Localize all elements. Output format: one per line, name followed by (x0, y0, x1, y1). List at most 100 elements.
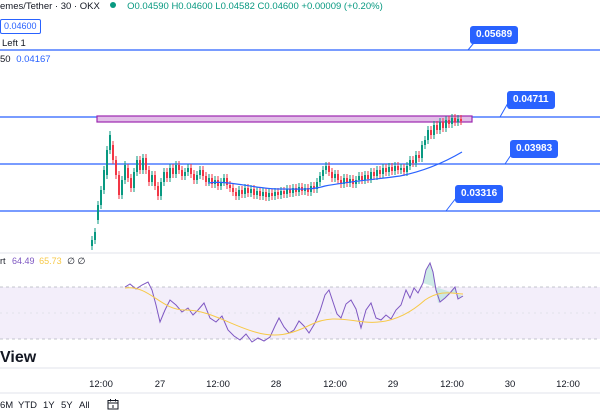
candle-body (241, 190, 243, 194)
range-5y-button[interactable]: 5Y (61, 400, 73, 411)
candle-body (100, 190, 102, 205)
ohlc-values: O0.04590 H0.04600 L0.04582 C0.04600 +0.0… (127, 1, 383, 12)
candle-body (358, 176, 360, 180)
range-6m-button[interactable]: 6M (0, 400, 14, 411)
candle-body (190, 168, 192, 174)
candle-body (313, 186, 315, 189)
resistance-zone[interactable] (96, 115, 473, 123)
x-tick: 12:00 (89, 379, 113, 390)
candle-body (226, 178, 228, 185)
candle-body (337, 174, 339, 180)
candle-body (430, 130, 432, 135)
candle-body (373, 172, 375, 176)
candle-body (268, 193, 270, 197)
candle-body (112, 145, 114, 160)
candle-body (127, 168, 129, 178)
candle-body (250, 189, 252, 193)
candle-body (220, 182, 222, 186)
candle-body (355, 180, 357, 184)
calendar-icon[interactable] (107, 397, 119, 410)
candle-body (376, 170, 378, 176)
x-tick: 12:00 (323, 379, 347, 390)
candle-body (148, 170, 150, 182)
candle-body (172, 168, 174, 174)
candle-body (163, 172, 165, 182)
candle-body (199, 170, 201, 175)
candle-body (97, 205, 99, 220)
candle-body (142, 158, 144, 170)
candle-body (436, 125, 438, 130)
candle-body (406, 166, 408, 172)
candle-body (397, 166, 399, 170)
candle-body (382, 168, 384, 174)
candle-body (208, 178, 210, 182)
candle-body (454, 118, 456, 122)
tradingview-watermark[interactable]: View (0, 349, 37, 366)
rsi-flags: ∅ ∅ (67, 256, 86, 266)
level-label-2[interactable]: 0.04711 (507, 91, 555, 109)
candle-body (181, 170, 183, 176)
candle-body (223, 178, 225, 182)
candle-body (121, 180, 123, 195)
candle-body (292, 188, 294, 193)
candle-body (379, 170, 381, 174)
candle-body (388, 167, 390, 172)
candle-body (427, 130, 429, 140)
x-tick: 12:00 (206, 379, 230, 390)
chart-legend: emes/Tether · 30 · OKX O0.04590 H0.04600… (0, 1, 383, 12)
candle-body (187, 168, 189, 172)
level-label-3[interactable]: 0.03983 (510, 140, 559, 158)
candle-body (421, 145, 423, 158)
x-tick: 27 (154, 379, 166, 390)
candle-body (415, 155, 417, 163)
level-label-1[interactable]: 0.05689 (470, 26, 519, 44)
range-ytd-button[interactable]: YTD (18, 400, 37, 411)
rsi-ma-line (124, 287, 464, 336)
level-label-4[interactable]: 0.03316 (455, 185, 504, 203)
candle-body (346, 178, 348, 183)
candle-body (322, 170, 324, 176)
candle-body (115, 160, 117, 175)
candle-body (211, 178, 213, 184)
candle-body (145, 158, 147, 170)
candle-body (178, 165, 180, 170)
label-connector-4 (445, 197, 457, 212)
candle-body (265, 192, 267, 197)
candle-body (391, 167, 393, 171)
range-all-button[interactable]: All (79, 400, 90, 411)
candle-body (184, 172, 186, 176)
candle-body (286, 189, 288, 194)
candle-body (169, 168, 171, 178)
candle-body (274, 192, 276, 196)
candle-body (451, 118, 453, 124)
candle-body (403, 168, 405, 172)
candle-body (289, 189, 291, 193)
candle-body (334, 174, 336, 178)
candle-body (424, 140, 426, 145)
candle-body (247, 188, 249, 193)
candle-body (394, 166, 396, 171)
status-dot-icon (110, 2, 117, 8)
candle-body (316, 182, 318, 189)
indicator-label[interactable]: Left 1 (2, 38, 26, 49)
candle-body (331, 172, 333, 178)
range-1y-button[interactable]: 1Y (43, 400, 55, 411)
symbol-title[interactable]: emes/Tether · 30 · OKX (0, 1, 100, 12)
label-connector-2 (499, 102, 509, 118)
candle-body (151, 175, 153, 182)
candle-body (103, 170, 105, 190)
candle-body (205, 176, 207, 182)
candle-body (412, 160, 414, 163)
x-tick: 30 (504, 379, 516, 390)
candle-body (457, 119, 459, 122)
rsi-title[interactable]: rt (0, 256, 6, 266)
candle-body (154, 175, 156, 186)
moving-average-line (207, 151, 463, 190)
candle-body (283, 191, 285, 194)
rsi-value: 64.49 (12, 256, 35, 266)
candle-body (343, 178, 345, 184)
candle-body (166, 172, 168, 178)
candle-body (271, 193, 273, 196)
x-tick: 29 (387, 379, 399, 390)
